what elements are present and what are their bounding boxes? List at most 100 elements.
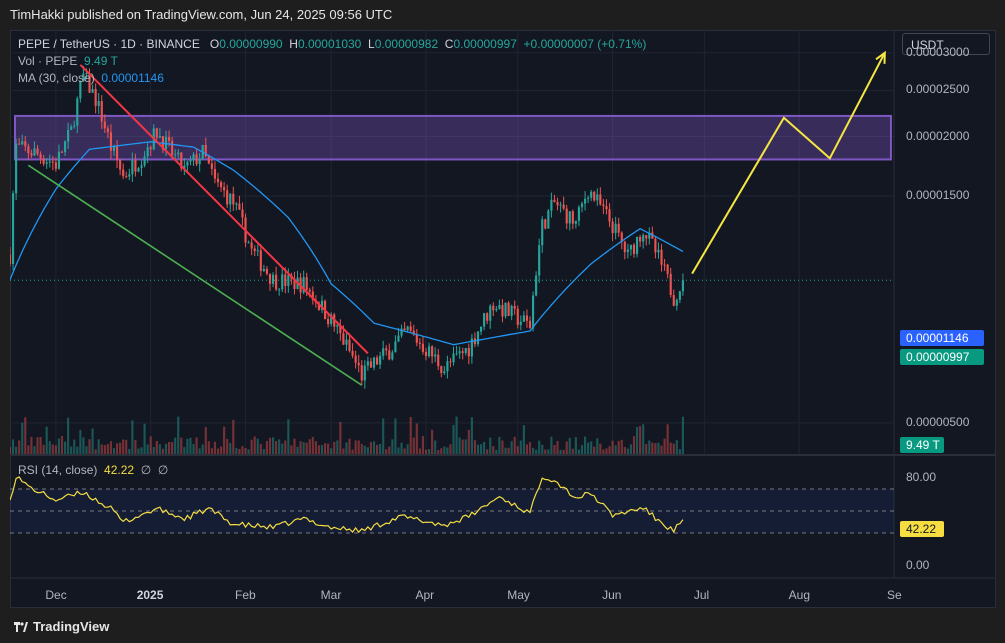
candle-38: [125, 171, 128, 179]
candle-177: [550, 192, 553, 218]
candle-66: [210, 158, 213, 176]
ma-line: [10, 141, 684, 346]
candle-183: [568, 211, 571, 231]
volume-bar-42: [137, 448, 140, 454]
volume-bar-30: [100, 444, 103, 454]
volume-bar-169: [525, 444, 529, 454]
volume-label: Vol · PEPE: [18, 54, 78, 68]
volume-bar-120: [375, 444, 379, 454]
time-tick-1: 2025: [136, 588, 164, 602]
candle-120: [375, 355, 379, 366]
candle-62: [198, 152, 201, 172]
volume-bar-5: [24, 417, 27, 454]
projection-arrowhead: [875, 50, 886, 64]
volume-bar-46: [149, 436, 152, 454]
symbol-label[interactable]: PEPE / TetherUS · 1D · BINANCE: [18, 37, 200, 51]
volume-bar-145: [452, 424, 455, 454]
volume-bar-82: [259, 443, 262, 454]
candle-195: [605, 199, 608, 215]
ma-legend[interactable]: MA (30, close) 0.00001146: [18, 71, 164, 85]
candle-78: [247, 240, 250, 244]
volume-bar-95: [299, 441, 302, 454]
rsi-value-tag: 42.22: [900, 521, 944, 537]
volume-bar-207: [642, 424, 645, 454]
time-tick-0: Dec: [45, 588, 67, 602]
candle-30: [100, 95, 103, 130]
candle-46: [149, 145, 152, 157]
volume-bar-36: [119, 442, 122, 454]
candle-143: [446, 355, 449, 379]
volume-bar-58: [186, 438, 189, 454]
candle-149: [464, 347, 467, 356]
volume-bar-154: [479, 444, 483, 454]
candle-180: [559, 201, 562, 213]
chart-panel[interactable]: [10, 30, 996, 608]
volume-bar-201: [623, 446, 626, 454]
candle-76: [241, 202, 244, 226]
volume-bar-121: [379, 443, 382, 454]
volume-bar-18: [63, 441, 67, 454]
candle-212: [657, 242, 660, 259]
candle-165: [513, 300, 516, 315]
time-tick-8: Aug: [788, 588, 811, 602]
candle-41: [134, 153, 137, 177]
candle-142: [443, 365, 446, 376]
candle-131: [409, 321, 412, 332]
candle-20: [70, 124, 73, 130]
volume-bar-194: [602, 449, 605, 454]
volume-bar-66: [210, 448, 213, 454]
candle-169: [525, 309, 529, 328]
time-tick-7: Jul: [693, 588, 710, 602]
candle-32: [106, 125, 109, 139]
candle-10: [39, 151, 42, 164]
volume-bar-26: [88, 439, 91, 454]
volume-bar-113: [354, 440, 357, 454]
candle-151: [470, 333, 473, 364]
candle-179: [556, 197, 559, 211]
candle-112: [351, 343, 354, 359]
candle-192: [596, 188, 599, 206]
candle-57: [183, 157, 186, 176]
candle-29: [97, 93, 100, 114]
candle-79: [250, 238, 253, 256]
candle-168: [522, 311, 525, 322]
volume-bar-98: [308, 439, 311, 454]
volume-bar-50: [161, 448, 165, 454]
price-tick-4: 0.00000500: [906, 414, 970, 429]
candle-60: [192, 152, 195, 166]
candle-72: [229, 192, 232, 213]
publisher-caption: TimHakki published on TradingView.com, J…: [10, 7, 393, 22]
ma-price-tag: 0.00001146: [900, 330, 984, 346]
candle-152: [473, 332, 477, 348]
candle-67: [213, 161, 217, 184]
candle-121: [379, 351, 382, 370]
volume-bar-127: [397, 447, 400, 454]
open-value: 0.00000990: [219, 37, 283, 51]
volume-bar-35: [115, 443, 119, 454]
volume-legend[interactable]: Vol · PEPE 9.49 T: [18, 54, 118, 68]
volume-bar-96: [302, 442, 305, 454]
candle-154: [479, 326, 483, 335]
volume-bar-174: [541, 444, 544, 454]
volume-bar-215: [666, 424, 669, 454]
currency-button[interactable]: USDT: [902, 33, 990, 55]
volume-bar-110: [345, 442, 348, 454]
volume-bar-29: [97, 439, 100, 454]
volume-bar-171: [531, 447, 535, 454]
candle-17: [60, 150, 64, 153]
tradingview-logo-icon: [14, 622, 28, 632]
volume-bar-106: [333, 441, 336, 454]
candle-3: [18, 138, 21, 145]
volume-bar-102: [320, 445, 324, 454]
ohlc-legend: PEPE / TetherUS · 1D · BINANCE O0.000009…: [18, 37, 646, 51]
volume-bar-72: [229, 442, 232, 454]
price-tick-1: 0.00002500: [906, 82, 970, 97]
rsi-legend[interactable]: RSI (14, close) 42.22 ∅ ∅: [18, 463, 168, 477]
candle-147: [458, 346, 461, 359]
volume-bar-133: [415, 423, 418, 454]
volume-bar-168: [522, 425, 525, 454]
candle-216: [669, 267, 672, 298]
chart-canvas[interactable]: [10, 30, 996, 608]
volume-bar-52: [167, 441, 171, 454]
